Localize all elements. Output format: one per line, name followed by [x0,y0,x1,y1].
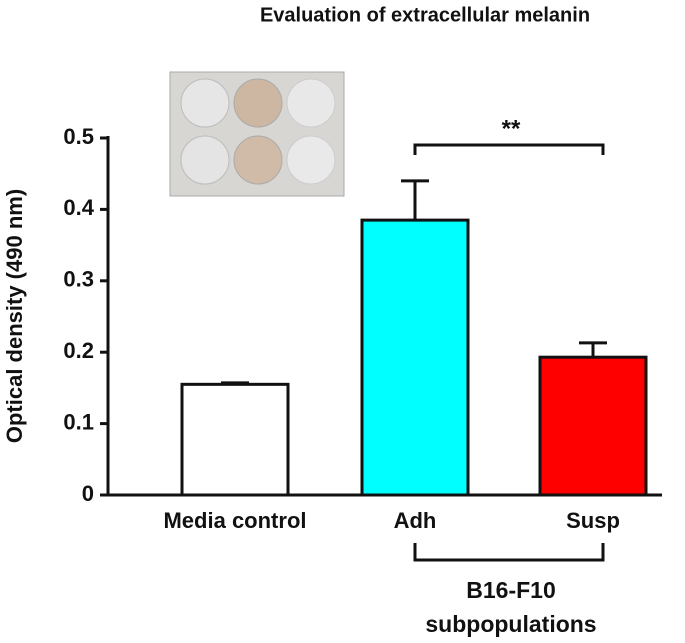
y-tick-label: 0.3 [63,267,94,292]
bar [180,382,290,497]
significance-label: ** [502,115,521,142]
y-axis-label: Optical density (490 nm) [2,189,27,443]
group-label: B16-F10 [466,577,555,603]
y-tick-label: 0 [82,481,94,506]
bar [538,355,648,497]
y-tick-label: 0.2 [63,338,94,363]
group-label: subpopulations [425,611,596,637]
well-plate-photo [169,71,345,197]
x-tick-label: Susp [566,508,620,533]
y-tick-label: 0.5 [63,124,94,149]
x-tick-label: Media control [163,508,306,533]
x-tick-label: Adh [394,508,437,533]
bar [360,218,470,497]
y-tick-label: 0.4 [63,195,94,220]
group-bracket [413,543,605,562]
chart-title: Evaluation of extracellular melanin [260,4,590,26]
significance-bracket [413,143,605,155]
y-tick-label: 0.1 [63,409,94,434]
